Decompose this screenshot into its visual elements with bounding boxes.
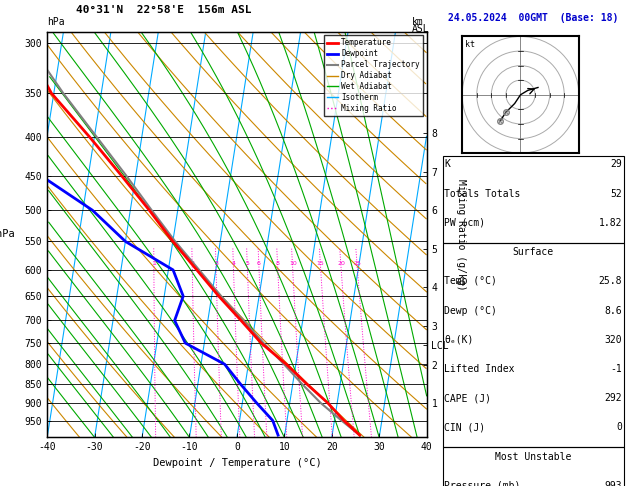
Text: Totals Totals: Totals Totals — [445, 189, 521, 199]
Text: 15: 15 — [317, 260, 325, 265]
Text: 10: 10 — [289, 260, 297, 265]
Text: 52: 52 — [610, 189, 622, 199]
Text: km: km — [412, 17, 424, 27]
Text: 25: 25 — [353, 260, 362, 265]
Text: CIN (J): CIN (J) — [445, 422, 486, 433]
X-axis label: Dewpoint / Temperature (°C): Dewpoint / Temperature (°C) — [152, 458, 321, 468]
Bar — [443, 156, 624, 243]
Text: Surface: Surface — [513, 247, 554, 257]
Text: θₑ(K): θₑ(K) — [445, 335, 474, 345]
Text: 29: 29 — [610, 159, 622, 170]
Text: hPa: hPa — [0, 229, 15, 240]
Text: PW (cm): PW (cm) — [445, 218, 486, 228]
Text: kt: kt — [464, 40, 474, 49]
Text: hPa: hPa — [47, 17, 65, 27]
Text: 1.82: 1.82 — [599, 218, 622, 228]
Text: -1: -1 — [610, 364, 622, 374]
Legend: Temperature, Dewpoint, Parcel Trajectory, Dry Adiabat, Wet Adiabat, Isotherm, Mi: Temperature, Dewpoint, Parcel Trajectory… — [323, 35, 423, 116]
Bar — [443, 243, 624, 447]
Text: Lifted Index: Lifted Index — [445, 364, 515, 374]
Text: 5: 5 — [245, 260, 249, 265]
Text: 2: 2 — [191, 260, 194, 265]
Text: ASL: ASL — [412, 24, 430, 34]
Bar — [443, 447, 624, 486]
Text: 993: 993 — [604, 481, 622, 486]
Text: 292: 292 — [604, 393, 622, 403]
Text: 8: 8 — [276, 260, 280, 265]
Text: 4: 4 — [231, 260, 235, 265]
Y-axis label: Mixing Ratio (g/kg): Mixing Ratio (g/kg) — [456, 179, 466, 290]
Text: 320: 320 — [604, 335, 622, 345]
Text: K: K — [445, 159, 450, 170]
Text: Pressure (mb): Pressure (mb) — [445, 481, 521, 486]
Text: 6: 6 — [257, 260, 261, 265]
Text: 3: 3 — [214, 260, 218, 265]
Text: 20: 20 — [337, 260, 345, 265]
Text: CAPE (J): CAPE (J) — [445, 393, 491, 403]
Text: 8.6: 8.6 — [604, 306, 622, 315]
Text: 1: 1 — [152, 260, 156, 265]
Text: Temp (°C): Temp (°C) — [445, 277, 498, 286]
Text: 25.8: 25.8 — [599, 277, 622, 286]
Text: 24.05.2024  00GMT  (Base: 18): 24.05.2024 00GMT (Base: 18) — [448, 14, 618, 23]
Text: Dewp (°C): Dewp (°C) — [445, 306, 498, 315]
Text: Most Unstable: Most Unstable — [495, 451, 572, 462]
Text: 0: 0 — [616, 422, 622, 433]
Text: 40°31'N  22°58'E  156m ASL: 40°31'N 22°58'E 156m ASL — [75, 4, 252, 15]
